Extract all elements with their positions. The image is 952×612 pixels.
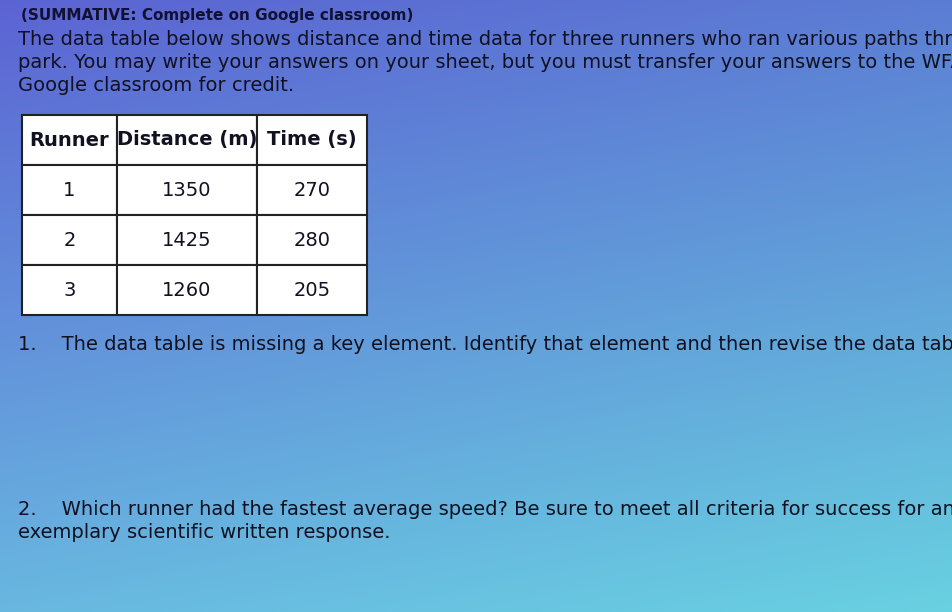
Text: 3: 3 (64, 280, 76, 299)
Text: 2.    Which runner had the fastest average speed? Be sure to meet all criteria f: 2. Which runner had the fastest average … (18, 500, 952, 519)
Bar (117, 265, 257, 315)
Text: 1260: 1260 (162, 280, 211, 299)
Bar (257, 215, 367, 265)
Text: 1: 1 (64, 181, 76, 200)
Bar (257, 165, 367, 215)
Bar (117, 215, 257, 265)
Bar (22, 265, 117, 315)
Text: park. You may write your answers on your sheet, but you must transfer your answe: park. You may write your answers on your… (18, 53, 952, 72)
Bar (257, 115, 367, 165)
Text: 1.    The data table is missing a key element. Identify that element and then re: 1. The data table is missing a key eleme… (18, 335, 952, 354)
Text: 2: 2 (64, 231, 76, 250)
Text: Runner: Runner (30, 130, 109, 149)
Bar (22, 115, 117, 165)
Bar (22, 215, 117, 265)
Text: 1425: 1425 (162, 231, 211, 250)
Text: Distance (m): Distance (m) (117, 130, 257, 149)
Text: exemplary scientific written response.: exemplary scientific written response. (18, 523, 390, 542)
Text: 1350: 1350 (162, 181, 211, 200)
Text: 280: 280 (293, 231, 330, 250)
Text: Google classroom for credit.: Google classroom for credit. (18, 76, 294, 95)
Text: 205: 205 (293, 280, 330, 299)
Text: Time (s): Time (s) (268, 130, 357, 149)
Bar (117, 115, 257, 165)
Bar (257, 265, 367, 315)
Text: (SUMMATIVE: Complete on Google classroom): (SUMMATIVE: Complete on Google classroom… (0, 8, 413, 23)
Bar (22, 165, 117, 215)
Bar (117, 165, 257, 215)
Text: 270: 270 (293, 181, 330, 200)
Text: The data table below shows distance and time data for three runners who ran vari: The data table below shows distance and … (18, 30, 952, 49)
